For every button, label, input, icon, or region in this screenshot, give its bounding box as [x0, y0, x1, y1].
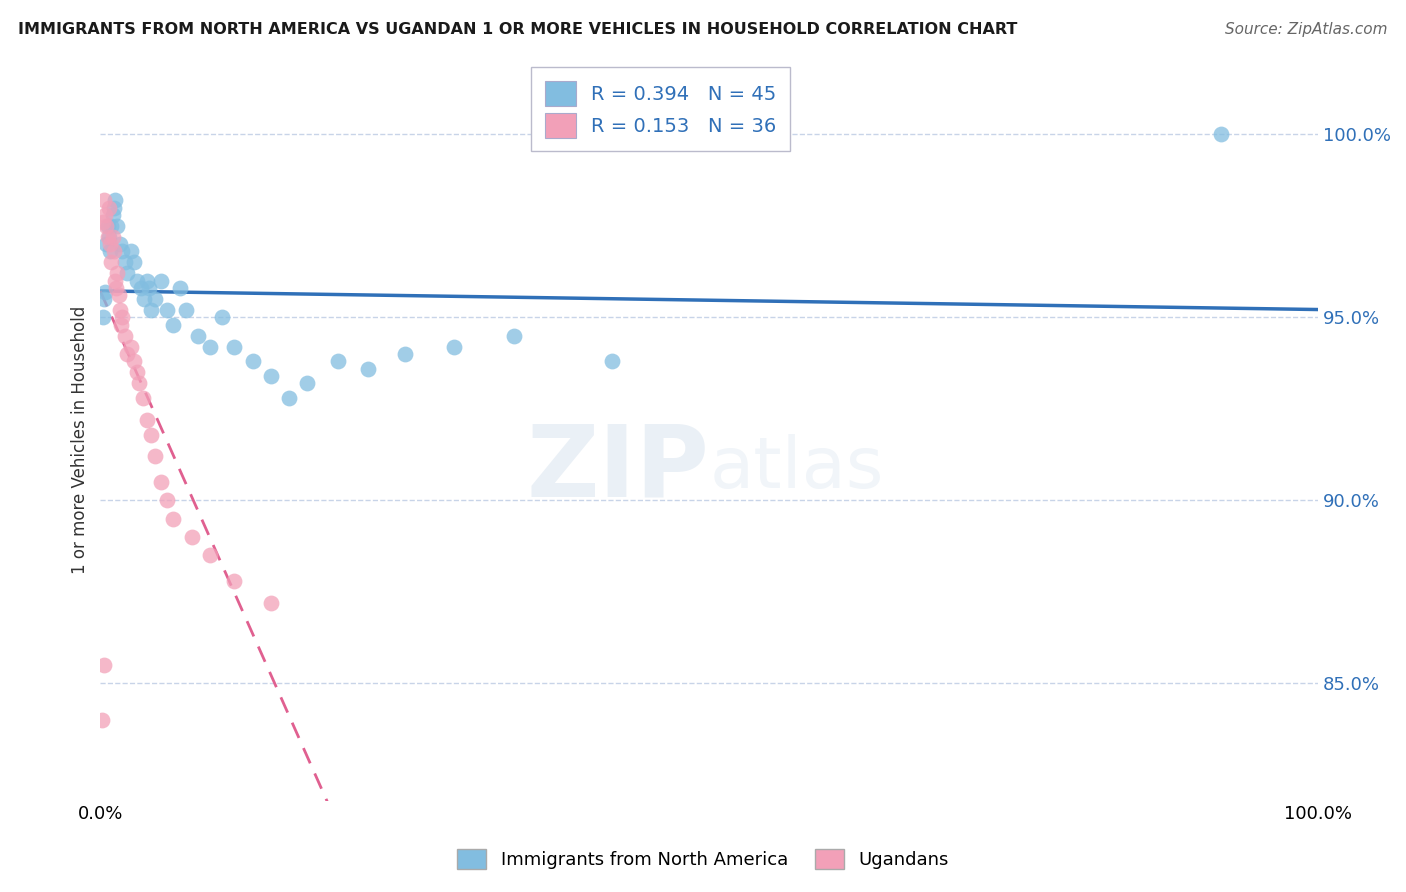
Point: [125, 365, 148, 379]
Point: [107, 288, 129, 302]
Point: [198, 549, 221, 563]
Point: [357, 361, 380, 376]
Point: [93, 292, 115, 306]
Point: [100, 219, 122, 233]
Point: [105, 219, 128, 233]
Y-axis label: 1 or more Vehicles in Household: 1 or more Vehicles in Household: [72, 306, 89, 574]
Point: [115, 267, 138, 281]
Point: [103, 201, 125, 215]
Point: [97, 219, 120, 233]
Point: [114, 255, 136, 269]
Point: [111, 244, 134, 259]
Point: [135, 413, 157, 427]
Point: [97, 201, 120, 215]
Point: [443, 340, 465, 354]
Point: [124, 354, 146, 368]
Point: [326, 354, 349, 368]
Point: [114, 328, 136, 343]
Point: [141, 303, 163, 318]
Point: [224, 574, 246, 588]
Point: [143, 450, 166, 464]
Point: [104, 193, 127, 207]
Point: [90, 713, 112, 727]
Point: [187, 328, 209, 343]
Point: [169, 281, 191, 295]
Point: [120, 244, 142, 259]
Point: [150, 274, 173, 288]
Point: [120, 340, 142, 354]
Text: ZIP: ZIP: [526, 420, 709, 517]
Point: [96, 237, 118, 252]
Point: [162, 318, 184, 332]
Point: [138, 281, 160, 295]
Point: [91, 310, 114, 325]
Point: [96, 219, 118, 233]
Point: [1209, 128, 1232, 142]
Legend: Immigrants from North America, Ugandans: Immigrants from North America, Ugandans: [449, 839, 957, 879]
Point: [260, 368, 283, 383]
Point: [503, 328, 526, 343]
Point: [224, 340, 246, 354]
Point: [104, 274, 127, 288]
Point: [103, 244, 125, 259]
Point: [97, 229, 120, 244]
Point: [260, 596, 283, 610]
Point: [115, 347, 138, 361]
Point: [93, 658, 115, 673]
Text: Source: ZipAtlas.com: Source: ZipAtlas.com: [1225, 22, 1388, 37]
Point: [97, 229, 120, 244]
Point: [129, 281, 152, 295]
Point: [143, 292, 166, 306]
Text: IMMIGRANTS FROM NORTH AMERICA VS UGANDAN 1 OR MORE VEHICLES IN HOUSEHOLD CORRELA: IMMIGRANTS FROM NORTH AMERICA VS UGANDAN…: [18, 22, 1018, 37]
Point: [125, 274, 148, 288]
Point: [94, 285, 117, 299]
Point: [198, 340, 221, 354]
Text: atlas: atlas: [709, 434, 883, 503]
Point: [124, 255, 146, 269]
Legend: R = 0.394   N = 45, R = 0.153   N = 36: R = 0.394 N = 45, R = 0.153 N = 36: [531, 68, 790, 152]
Point: [100, 255, 122, 269]
Point: [105, 281, 128, 295]
Point: [134, 292, 156, 306]
Point: [242, 354, 264, 368]
Point: [105, 267, 128, 281]
Point: [93, 193, 115, 207]
Point: [150, 475, 173, 489]
Point: [108, 303, 131, 318]
Point: [132, 391, 155, 405]
Point: [600, 354, 623, 368]
Point: [110, 318, 132, 332]
Point: [135, 274, 157, 288]
Point: [156, 303, 179, 318]
Point: [111, 310, 134, 325]
Point: [211, 310, 233, 325]
Point: [91, 215, 114, 229]
Point: [141, 427, 163, 442]
Point: [94, 208, 117, 222]
Point: [98, 244, 121, 259]
Point: [174, 303, 197, 318]
Point: [128, 376, 150, 391]
Point: [278, 391, 301, 405]
Point: [101, 208, 124, 222]
Point: [98, 237, 121, 252]
Point: [297, 376, 319, 391]
Point: [156, 493, 179, 508]
Point: [101, 229, 124, 244]
Point: [180, 530, 202, 544]
Point: [162, 512, 184, 526]
Point: [394, 347, 416, 361]
Point: [108, 237, 131, 252]
